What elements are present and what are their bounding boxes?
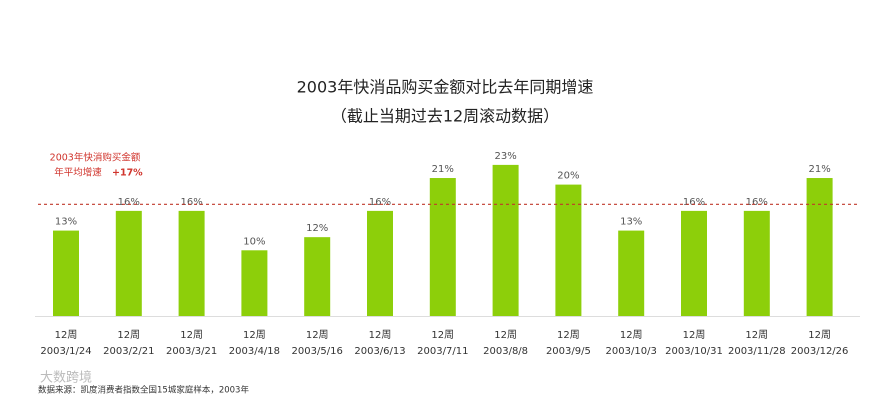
watermark: 大数跨境 [40,371,92,386]
x-tick-label: 2003/1/24 [40,346,91,357]
bar [618,230,645,316]
x-tick-label: 12周 [745,329,768,341]
value-label: 16% [746,197,768,208]
x-tick-label: 12周 [55,329,78,341]
value-label: 13% [620,217,642,228]
x-tick-label: 12周 [431,329,454,341]
x-tick-label: 2003/5/16 [292,346,343,357]
value-label: 21% [432,164,454,175]
x-tick-label: 12周 [808,329,831,341]
x-tick-label: 12周 [369,329,392,341]
bar [806,178,833,316]
x-tick-label: 2003/3/21 [166,346,217,357]
value-label: 16% [369,197,391,208]
value-label: 16% [180,197,202,208]
x-tick-label: 12周 [620,329,643,341]
reference-annotation: 2003年快消购买金额 [50,152,141,164]
x-tick-label: 2003/6/13 [354,346,405,357]
bar [241,250,268,316]
x-tick-label: 12周 [494,329,517,341]
x-tick-label: 12周 [557,329,580,341]
value-label: 23% [494,151,516,162]
x-tick-label: 2003/10/31 [665,346,723,357]
bar [367,210,393,316]
chart-title: 2003年快消品购买金额对比去年同期增速 [297,78,594,97]
value-label: 16% [118,197,140,208]
value-label: 12% [306,223,328,234]
value-label: 10% [243,236,265,247]
value-label: 13% [55,217,77,228]
value-label: 21% [808,164,830,175]
x-tick-label: 2003/12/26 [791,346,849,357]
chart-subtitle: （截止当期过去12周滚动数据） [331,107,559,126]
x-tick-label: 12周 [683,329,706,341]
x-tick-label: 2003/10/3 [606,346,657,357]
bar [178,210,205,316]
bar [492,164,519,316]
bar [681,210,707,316]
bar [555,184,582,316]
value-label: 20% [557,171,579,182]
x-tick-label: 2003/4/18 [229,346,280,357]
bar [743,210,770,316]
x-tick-label: 12周 [117,329,140,341]
x-tick-label: 2003/8/8 [483,346,528,357]
x-tick-label: 2003/7/11 [417,346,468,357]
reference-value-label: +17% [112,168,143,179]
bar [429,178,456,316]
x-tick-label: 2003/9/5 [546,346,591,357]
value-label: 16% [683,197,705,208]
x-tick-label: 2003/11/28 [728,346,786,357]
x-tick-label: 12周 [243,329,266,341]
bar [304,237,331,316]
x-tick-label: 2003/2/21 [103,346,154,357]
x-tick-label: 12周 [180,329,203,341]
x-tick-label: 12周 [306,329,329,341]
bar [53,230,79,316]
bar [115,210,142,316]
source-note: 数据来源：凯度消费者指数全国15城家庭样本，2003年 [38,385,249,396]
reference-annotation: 年平均增速 [54,167,102,179]
